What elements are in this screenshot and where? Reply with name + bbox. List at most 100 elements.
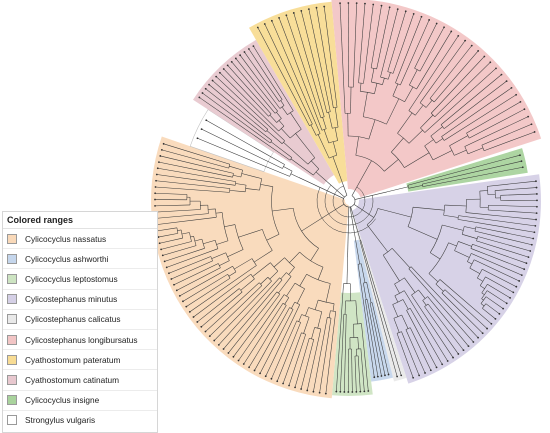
leaf-tip xyxy=(271,20,273,22)
leaf-tip xyxy=(441,363,443,365)
leaf-tip xyxy=(335,391,337,393)
legend-swatch xyxy=(7,415,17,425)
leaf-tip xyxy=(293,12,295,14)
leaf-tip xyxy=(518,280,520,282)
leaf-tip xyxy=(271,378,273,380)
leaf-tip xyxy=(536,212,538,214)
leaf-tip xyxy=(428,19,430,21)
leaf-tip xyxy=(396,376,398,378)
leaf-tip xyxy=(176,289,178,291)
leaf-tip xyxy=(202,92,204,94)
legend-label: Strongylus vulgaris xyxy=(25,415,95,425)
leaf-tip xyxy=(501,74,503,76)
legend-label: Cyathostomum catinatum xyxy=(25,375,119,385)
leaf-tip xyxy=(282,383,284,385)
leaf-tip xyxy=(182,300,184,302)
leaf-tip xyxy=(471,45,473,47)
leaf-tip xyxy=(536,206,538,208)
leaf-tip xyxy=(388,374,390,376)
legend-swatch xyxy=(7,294,17,304)
leaf-tip xyxy=(278,17,280,19)
internal-branch xyxy=(347,258,348,284)
leaf-tip xyxy=(463,349,465,351)
leaf-tip xyxy=(325,393,327,395)
leaf-tip xyxy=(179,295,181,297)
legend-item: Cylicocyclus insigne xyxy=(3,391,157,411)
backbone-branch xyxy=(343,185,347,195)
legend-item: Cylicostephanus calicatus xyxy=(3,310,157,330)
leaf-tip xyxy=(363,390,365,392)
leaf-tip xyxy=(259,373,261,375)
leaf-tip xyxy=(198,97,200,99)
legend-label: Cylicocyclus nassatus xyxy=(25,234,106,244)
leaf-tip xyxy=(351,391,353,393)
leaf-tip xyxy=(155,186,157,188)
leaf-tip xyxy=(308,8,310,10)
leaf-tip xyxy=(490,323,492,325)
leaf-tip xyxy=(533,231,535,233)
leaf-tip xyxy=(495,318,497,320)
leaf-tip xyxy=(457,353,459,355)
leaf-tip xyxy=(436,366,438,368)
legend-item: Strongylus vulgaris xyxy=(3,411,157,430)
legend-swatch xyxy=(7,355,17,365)
leaf-tip xyxy=(400,374,402,376)
leaf-tip xyxy=(248,48,250,50)
legend-label: Cylicostephanus minutus xyxy=(25,294,117,304)
leaf-tip xyxy=(522,166,524,168)
leaf-tip xyxy=(265,375,267,377)
leaf-tip xyxy=(511,87,513,89)
leaf-tip xyxy=(316,7,318,9)
leaf-tip xyxy=(412,377,414,379)
leaf-tip xyxy=(421,16,423,18)
leaf-tip xyxy=(524,108,526,110)
legend-label: Cylicocyclus leptostomus xyxy=(25,274,118,284)
leaf-tip xyxy=(200,326,202,328)
leaf-tip xyxy=(536,193,538,195)
leaf-tip xyxy=(443,26,445,28)
leaf-tip xyxy=(323,6,325,8)
leaf-tip xyxy=(313,391,315,393)
leaf-tip xyxy=(168,272,170,274)
leaf-tip xyxy=(276,380,278,382)
legend-item: Cylicocyclus nassatus xyxy=(3,229,157,249)
leaf-tip xyxy=(154,192,156,194)
leaf-tip xyxy=(355,391,357,393)
leaf-tip xyxy=(477,50,479,52)
leaf-tip xyxy=(294,386,296,388)
leaf-tip xyxy=(535,180,537,182)
leaf-tip xyxy=(373,376,375,378)
leaf-tip xyxy=(521,160,523,162)
legend-item: Cylicocyclus leptostomus xyxy=(3,269,157,289)
leaf-tip xyxy=(486,328,488,330)
leaf-tip xyxy=(519,154,521,156)
leaf-tip xyxy=(506,302,508,304)
leaf-tip xyxy=(155,180,157,182)
leaf-tip xyxy=(213,340,215,342)
leaf-tip xyxy=(288,385,290,387)
leaf-tip xyxy=(464,40,466,42)
leaf-tip xyxy=(253,45,255,47)
leaf-tip xyxy=(534,131,536,133)
leaf-tip xyxy=(536,187,538,189)
leaf-tip xyxy=(166,266,168,268)
leaf-tip xyxy=(447,360,449,362)
leaf-tip xyxy=(157,167,159,169)
leaf-tip xyxy=(498,313,500,315)
internal-branch xyxy=(291,174,299,178)
leaf-tip xyxy=(477,337,479,339)
leaf-tip xyxy=(339,391,341,393)
leaf-tip xyxy=(339,2,341,4)
leaf-tip xyxy=(159,242,161,244)
leaf-tip xyxy=(154,205,156,207)
leaf-tip xyxy=(343,391,345,393)
leaf-tip xyxy=(482,332,484,334)
legend-label: Cylicostephanus longibursatus xyxy=(25,335,138,345)
leaf-tip xyxy=(515,94,517,96)
leaf-tip xyxy=(489,61,491,63)
leaf-tip xyxy=(536,199,538,201)
leaf-tip xyxy=(243,363,245,365)
leaf-tip xyxy=(389,6,391,8)
leaf-tip xyxy=(384,374,386,376)
